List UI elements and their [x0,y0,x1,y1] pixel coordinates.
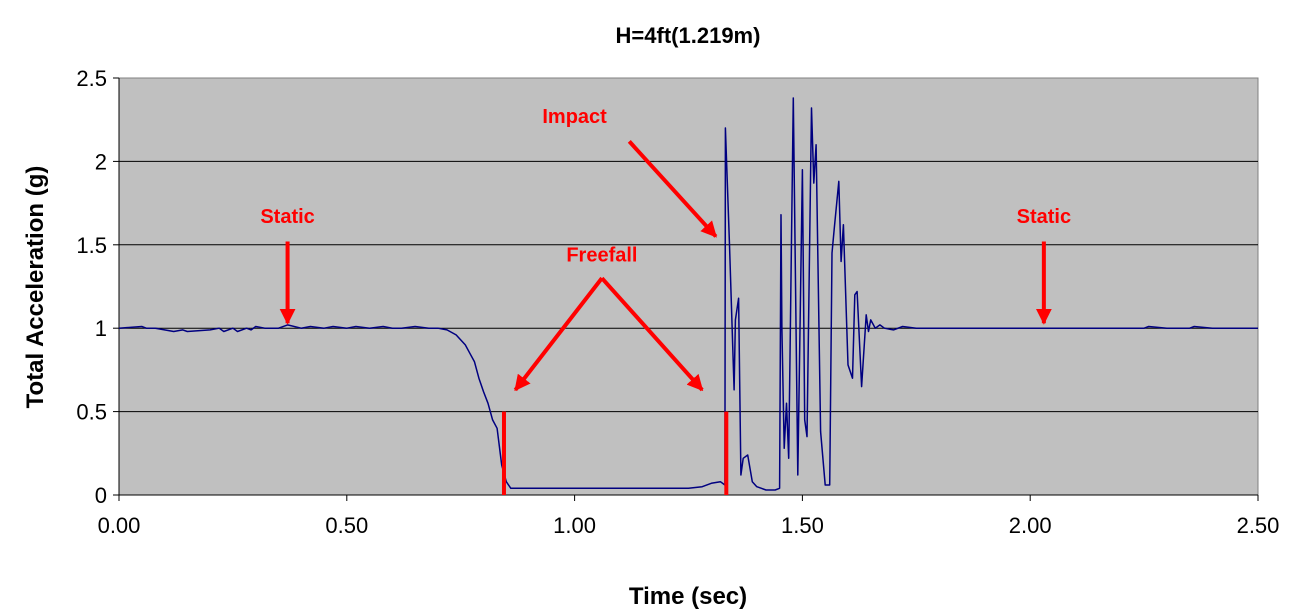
y-axis-ticks: 0 0.5 1 1.5 2 2.5 [76,66,119,508]
gridlines [118,78,1258,496]
chart-title: H=4ft(1.219m) [616,23,761,48]
y-tick-label: 1 [95,316,107,341]
x-tick-label: 1.00 [553,513,596,538]
x-tick-label: 0.00 [98,513,141,538]
y-tick-label: 0.5 [76,400,107,425]
annotation-label: Static [1017,206,1071,228]
x-tick-label: 2.50 [1237,513,1280,538]
y-axis-title: Total Acceleration (g) [22,166,49,409]
series-group [118,97,1258,491]
x-axis-title: Time (sec) [629,583,747,610]
x-axis-ticks: 0.00 0.50 1.00 1.50 2.00 2.50 [98,495,1280,538]
marker-group [501,411,729,495]
plot-area [118,77,1259,496]
y-tick-label: 2 [95,149,107,174]
x-tick-label: 1.50 [781,513,824,538]
annotation-label: Impact [542,106,607,128]
annotation-label: Freefall [566,244,637,266]
annotation-label: Static [260,206,314,228]
y-tick-label: 2.5 [76,66,107,91]
annotation-arrow [627,140,718,238]
y-tick-label: 0 [95,483,107,508]
series-line [118,97,1258,491]
x-tick-label: 0.50 [325,513,368,538]
y-tick-label: 1.5 [76,233,107,258]
annotation-group: Static Freefall Impact Static [260,106,1071,392]
x-tick-label: 2.00 [1009,513,1052,538]
annotation-arrow [600,276,704,392]
annotation-arrow [513,276,604,392]
